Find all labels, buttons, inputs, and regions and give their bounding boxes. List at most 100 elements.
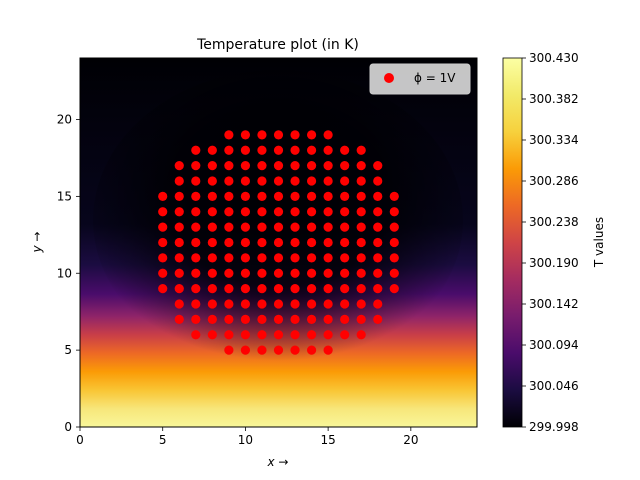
electrode-point xyxy=(224,299,234,309)
colorbar-tick-label: 300.046 xyxy=(529,379,579,393)
electrode-point xyxy=(240,161,251,171)
electrode-point xyxy=(323,161,333,171)
electrode-point xyxy=(257,222,267,232)
electrode-point xyxy=(158,284,168,294)
electrode-point xyxy=(207,299,217,309)
electrode-point xyxy=(356,191,366,201)
colorbar-tick-label: 300.094 xyxy=(529,338,579,352)
electrode-point xyxy=(191,284,201,294)
electrode-point xyxy=(273,314,284,324)
electrode-points xyxy=(158,130,399,355)
electrode-point xyxy=(290,237,300,248)
x-tick-label: 20 xyxy=(403,433,418,447)
electrode-point xyxy=(340,253,350,263)
electrode-point xyxy=(306,237,317,248)
electrode-point xyxy=(323,207,333,217)
electrode-point xyxy=(340,191,350,201)
colorbar-tick-label: 300.382 xyxy=(529,92,579,106)
electrode-point xyxy=(273,299,284,309)
electrode-point xyxy=(191,314,201,324)
electrode-point xyxy=(340,268,350,278)
electrode-point xyxy=(306,314,317,324)
electrode-point xyxy=(340,207,350,217)
electrode-point xyxy=(257,237,267,248)
electrode-point xyxy=(224,253,234,263)
electrode-point xyxy=(191,268,201,278)
electrode-point xyxy=(240,284,251,294)
colorbar xyxy=(502,57,523,428)
electrode-point xyxy=(224,345,234,355)
electrode-point xyxy=(207,145,217,155)
electrode-point xyxy=(323,268,333,278)
electrode-point xyxy=(191,237,201,248)
electrode-point xyxy=(290,253,300,263)
electrode-point xyxy=(389,191,399,201)
electrode-point xyxy=(373,222,383,232)
heatmap-cool-core xyxy=(93,70,463,370)
electrode-point xyxy=(323,314,333,324)
electrode-point xyxy=(207,222,217,232)
electrode-point xyxy=(257,176,267,186)
electrode-point xyxy=(306,284,317,294)
electrode-point xyxy=(240,191,251,201)
electrode-point xyxy=(273,345,284,355)
electrode-point xyxy=(273,222,284,232)
electrode-point xyxy=(273,191,284,201)
electrode-point xyxy=(207,284,217,294)
electrode-point xyxy=(290,268,300,278)
electrode-point xyxy=(224,222,234,232)
electrode-point xyxy=(240,130,251,140)
colorbar-label: T values xyxy=(592,217,606,268)
electrode-point xyxy=(174,191,184,201)
electrode-point xyxy=(356,299,366,309)
electrode-point xyxy=(356,237,366,248)
electrode-point xyxy=(290,130,300,140)
electrode-point xyxy=(273,176,284,186)
electrode-point xyxy=(306,299,317,309)
y-axis-ticks: 0 5 10 15 20 xyxy=(57,113,80,434)
electrode-point xyxy=(240,314,251,324)
electrode-point xyxy=(356,207,366,217)
electrode-point xyxy=(257,130,267,140)
electrode-point xyxy=(207,191,217,201)
electrode-point xyxy=(207,330,217,340)
electrode-point xyxy=(174,161,184,171)
electrode-point xyxy=(257,345,267,355)
electrode-point xyxy=(340,284,350,294)
electrode-point xyxy=(340,314,350,324)
legend-box xyxy=(369,63,471,95)
electrode-point xyxy=(240,145,251,155)
electrode-point xyxy=(290,330,300,340)
electrode-point xyxy=(340,299,350,309)
electrode-point xyxy=(158,191,168,201)
electrode-point xyxy=(224,161,234,171)
electrode-point xyxy=(174,222,184,232)
electrode-point xyxy=(240,268,251,278)
electrode-point xyxy=(306,145,317,155)
electrode-point xyxy=(290,314,300,324)
electrode-point xyxy=(290,161,300,171)
electrode-point xyxy=(240,207,251,217)
electrode-point xyxy=(191,161,201,171)
electrode-point xyxy=(290,145,300,155)
electrode-point xyxy=(257,314,267,324)
x-tick-label: 10 xyxy=(238,433,253,447)
y-tick-label: 5 xyxy=(64,343,72,357)
electrode-point xyxy=(306,268,317,278)
electrode-point xyxy=(290,176,300,186)
electrode-point xyxy=(224,237,234,248)
electrode-point xyxy=(323,222,333,232)
plot-frame xyxy=(79,57,478,428)
electrode-point xyxy=(224,330,234,340)
electrode-point xyxy=(323,345,333,355)
electrode-point xyxy=(356,284,366,294)
electrode-point xyxy=(323,130,333,140)
y-tick-label: 15 xyxy=(57,189,72,203)
electrode-point xyxy=(306,191,317,201)
electrode-point xyxy=(373,314,383,324)
colorbar-ticks: 299.998 300.046 300.094 300.142 300.190 300.2… xyxy=(522,51,579,434)
electrode-point xyxy=(340,222,350,232)
electrode-point xyxy=(158,222,168,232)
electrode-point xyxy=(191,207,201,217)
electrode-point xyxy=(356,161,366,171)
